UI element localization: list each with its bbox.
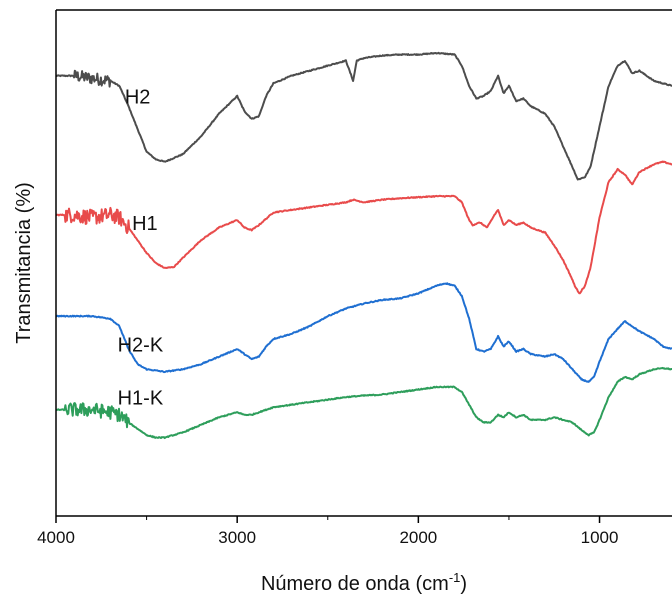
series-label-h2-k: H2-K <box>118 335 164 357</box>
series-layer <box>56 51 672 440</box>
x-axis-title-main: Número de onda (cm <box>261 573 449 595</box>
series-line-h1-k <box>56 366 672 440</box>
x-tick-label-3000: 3000 <box>218 528 256 547</box>
series-label-h2: H2 <box>125 87 151 109</box>
series-line-h2 <box>56 51 672 181</box>
x-axis-title-sup: -1 <box>449 570 461 585</box>
x-tick-label-1000: 1000 <box>581 528 619 547</box>
series-label-h1-k: H1-K <box>118 388 164 410</box>
series-line-h2-k <box>56 282 672 383</box>
series-label-h1: H1 <box>132 213 158 235</box>
x-axis-title-tail: ) <box>460 573 467 595</box>
x-axis-title: Número de onda (cm-1) <box>261 570 467 595</box>
series-labels: H2 H1 H2-K H1-K <box>118 87 164 410</box>
x-tick-label-4000: 4000 <box>37 528 75 547</box>
series-line-h1 <box>56 160 672 295</box>
y-axis-title: Transmitancia (%) <box>13 182 35 344</box>
x-ticks: 4000 3000 2000 1000 <box>37 516 618 547</box>
x-tick-label-2000: 2000 <box>399 528 437 547</box>
